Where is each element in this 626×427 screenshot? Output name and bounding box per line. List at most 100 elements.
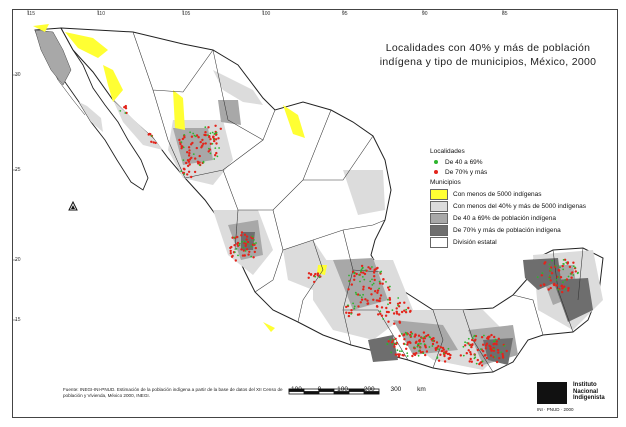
locality-dot-70-plus (435, 341, 439, 344)
locality-dot-40-69 (436, 356, 439, 359)
locality-dot-40-69 (354, 291, 357, 294)
locality-dot-70-plus (387, 310, 390, 314)
locality-dot-40-69 (234, 251, 236, 254)
locality-dot-40-69 (431, 345, 434, 347)
locality-dot-70-plus (447, 357, 450, 360)
locality-dot-40-69 (473, 334, 476, 337)
locality-dot-40-69 (371, 266, 373, 268)
locality-dot-40-69 (390, 351, 393, 354)
light-gray-swatch-icon (430, 200, 448, 212)
north-arrow-icon (68, 198, 78, 216)
locality-dot-40-69 (353, 307, 356, 310)
locality-dot-40-69 (548, 274, 551, 277)
locality-dot-40-69 (562, 263, 565, 265)
map-frame: Localidades con 40% y más de población i… (12, 9, 618, 418)
lon-tick-label: 95 (342, 11, 348, 17)
locality-dot-70-plus (465, 352, 468, 355)
locality-dot-70-plus (180, 147, 183, 150)
locality-dot-70-plus (417, 334, 421, 337)
locality-dot-70-plus (242, 249, 245, 252)
locality-dot-40-69 (360, 268, 363, 271)
locality-dot-70-plus (188, 152, 191, 155)
locality-dot-70-plus (482, 350, 485, 353)
lat-tick-label: 20 (15, 257, 21, 263)
locality-dot-40-69 (437, 348, 439, 351)
locality-dot-70-plus (406, 343, 409, 346)
locality-dot-70-plus (188, 158, 192, 161)
locality-dot-70-plus (484, 347, 488, 350)
locality-dot-40-69 (371, 278, 373, 281)
locality-dot-70-plus (379, 312, 382, 315)
locality-dot-70-plus (387, 320, 390, 323)
locality-dot-70-plus (418, 339, 421, 342)
locality-dot-70-plus (243, 233, 247, 236)
locality-dot-40-69 (251, 235, 254, 238)
locality-dot-70-plus (385, 306, 388, 310)
locality-dot-70-plus (200, 146, 203, 149)
locality-dot-70-plus (432, 337, 435, 340)
locality-dot-40-69 (389, 285, 391, 288)
locality-dot-40-69 (363, 278, 366, 281)
locality-dot-70-plus (241, 254, 245, 257)
lon-tick-label: 110 (97, 11, 105, 17)
locality-dot-70-plus (190, 135, 194, 138)
locality-dot-70-plus (217, 137, 220, 140)
legend-item-mun-1: Con menos del 40% y más de 5000 indígena… (430, 200, 586, 212)
locality-dot-70-plus (395, 310, 398, 313)
locality-dot-70-plus (568, 265, 572, 269)
locality-dot-40-69 (389, 338, 391, 341)
locality-dot-40-69 (416, 345, 419, 348)
locality-dot-40-69 (192, 153, 195, 156)
legend-item-loc-40-69: De 40 a 69% (430, 157, 586, 167)
scale-label: 100 (291, 386, 302, 393)
locality-dot-70-plus (314, 272, 317, 276)
locality-dot-40-69 (253, 239, 255, 241)
locality-dot-70-plus (468, 360, 471, 363)
locality-dot-70-plus (362, 288, 365, 291)
locality-dot-70-plus (369, 267, 372, 270)
locality-dot-70-plus (496, 348, 500, 352)
locality-dot-70-plus (402, 334, 405, 337)
legend-label: De 40 a 69% (445, 158, 483, 166)
locality-dot-40-69 (213, 138, 216, 141)
locality-dot-70-plus (190, 175, 193, 179)
legend-label: Con menos del 40% y más de 5000 indígena… (453, 202, 586, 210)
locality-dot-70-plus (393, 345, 396, 348)
locality-dot-40-69 (572, 274, 575, 276)
locality-dot-70-plus (549, 286, 552, 290)
white-swatch-icon (430, 236, 448, 248)
locality-dot-70-plus (247, 253, 250, 256)
locality-dot-40-69 (420, 342, 422, 345)
locality-dot-40-69 (471, 337, 474, 340)
locality-dot-40-69 (372, 282, 375, 285)
locality-dot-40-69 (244, 240, 246, 243)
locality-dot-40-69 (564, 288, 567, 291)
locality-dot-40-69 (481, 360, 484, 363)
locality-dot-70-plus (194, 157, 197, 160)
institution-line-1: Instituto (573, 382, 597, 388)
locality-dot-40-69 (380, 270, 383, 273)
locality-dot-70-plus (387, 340, 390, 343)
title-line-1: Localidades con 40% y más de población (385, 42, 591, 54)
locality-dot-70-plus (307, 276, 310, 279)
lat-tick-label: 15 (15, 317, 21, 323)
locality-dot-70-plus (380, 306, 384, 309)
locality-dot-70-plus (248, 250, 251, 253)
locality-dot-40-69 (397, 304, 399, 307)
locality-dot-40-69 (183, 134, 186, 136)
locality-dot-40-69 (391, 309, 394, 311)
locality-dot-70-plus (443, 360, 447, 363)
locality-dot-40-69 (213, 133, 216, 135)
locality-dot-40-69 (242, 246, 245, 249)
locality-dot-70-plus (403, 338, 406, 341)
locality-dot-70-plus (495, 360, 499, 364)
locality-dot-70-plus (394, 337, 397, 340)
locality-dot-70-plus (403, 301, 406, 304)
locality-dot-70-plus (198, 154, 201, 158)
locality-dot-40-69 (492, 340, 495, 343)
locality-dot-70-plus (229, 252, 232, 255)
locality-dot-40-69 (443, 352, 445, 355)
locality-dot-70-plus (209, 138, 212, 141)
locality-dot-70-plus (385, 310, 389, 314)
locality-dot-70-plus (440, 349, 444, 353)
